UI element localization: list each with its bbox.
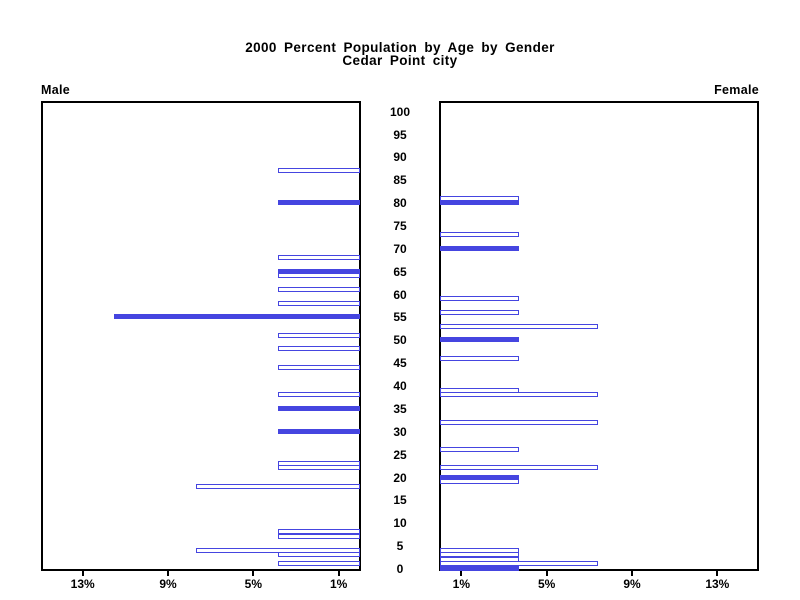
- bar-female-age-4: [440, 547, 519, 553]
- male-axis-tick-label: 1%: [329, 577, 348, 591]
- bar-female-age-1: [440, 561, 599, 567]
- bar-female-age-80: [440, 200, 519, 206]
- bar-male-age-35: [277, 405, 360, 411]
- bar-male-age-68: [277, 255, 360, 261]
- age-axis-label-85: 85: [393, 173, 407, 188]
- bar-male-age-4: [195, 547, 360, 553]
- bar-male-age-87: [277, 168, 360, 174]
- bar-male-age-38: [277, 392, 360, 398]
- bar-male-age-30: [277, 428, 360, 434]
- bar-female-age-70: [440, 245, 519, 251]
- age-axis-label-10: 10: [393, 516, 407, 531]
- age-axis-label-20: 20: [393, 470, 407, 485]
- age-axis-label-90: 90: [393, 150, 407, 165]
- age-axis-label-0: 0: [396, 562, 404, 576]
- female-axis-tick-label: 5%: [537, 577, 556, 591]
- bar-male-age-8: [277, 529, 360, 535]
- bar-female-age-39: [440, 387, 519, 393]
- bar-male-age-7: [277, 533, 360, 539]
- bar-female-age-59: [440, 296, 519, 302]
- bar-female-age-19: [440, 479, 519, 485]
- bar-male-age-23: [277, 460, 360, 466]
- male-axis-tick-label: 9%: [159, 577, 177, 591]
- bar-male-age-61: [277, 287, 360, 293]
- female-axis-tick-label: 9%: [623, 577, 641, 591]
- age-axis-label-15: 15: [393, 493, 407, 508]
- female-axis-tick-label: 13%: [705, 577, 730, 591]
- bar-female-age-81: [440, 195, 519, 201]
- age-axis-label-40: 40: [393, 379, 407, 394]
- bar-male-age-65: [277, 268, 360, 274]
- male-axis-tick-label: 5%: [244, 577, 262, 591]
- bar-female-age-0: [440, 566, 519, 571]
- bar-female-age-20: [440, 474, 519, 480]
- bar-female-age-73: [440, 232, 519, 238]
- female-axis-tick-label: 1%: [452, 577, 470, 591]
- female-axis-tick-5: [545, 571, 548, 576]
- bar-male-age-1: [277, 561, 360, 567]
- age-axis-label-5: 5: [396, 539, 404, 554]
- bar-male-age-44: [277, 364, 360, 370]
- age-axis-label-95: 95: [393, 127, 407, 142]
- bar-female-age-38: [440, 392, 599, 398]
- chart-title: 2000 Percent Population by Age by Gender: [245, 40, 555, 55]
- bar-male-age-80: [277, 200, 360, 206]
- female-axis-tick-9: [631, 571, 633, 576]
- age-axis-label-35: 35: [393, 401, 407, 416]
- bar-male-age-18: [195, 483, 360, 489]
- bar-male-age-48: [277, 346, 360, 352]
- bar-female-age-22: [440, 465, 599, 471]
- bar-female-age-53: [440, 323, 599, 329]
- bar-male-age-64: [277, 273, 360, 279]
- bar-female-age-50: [440, 337, 519, 343]
- male-axis-tick-13: [81, 571, 84, 576]
- female-axis-tick-13: [716, 571, 719, 576]
- age-axis-label-50: 50: [393, 333, 407, 348]
- male-axis-tick-label: 13%: [70, 577, 95, 591]
- bar-female-age-2: [440, 556, 519, 562]
- age-axis-label-30: 30: [393, 424, 407, 439]
- male-panel-label: Male: [41, 83, 70, 97]
- female-panel-label: Female: [714, 83, 759, 97]
- age-axis-label-80: 80: [393, 196, 407, 211]
- bar-male-age-58: [277, 300, 360, 306]
- age-axis-label-25: 25: [393, 447, 407, 462]
- bar-female-age-26: [440, 447, 519, 453]
- bar-female-age-46: [440, 355, 519, 361]
- bar-female-age-3: [440, 552, 519, 558]
- age-axis-label-70: 70: [393, 241, 407, 256]
- female-axis-tick-1: [460, 571, 463, 576]
- male-axis-tick-9: [167, 571, 169, 576]
- male-axis-tick-5: [252, 571, 255, 576]
- age-axis-label-75: 75: [393, 219, 407, 234]
- age-axis-label-60: 60: [393, 287, 407, 302]
- age-axis-label-45: 45: [393, 356, 407, 371]
- age-axis-label-55: 55: [393, 310, 407, 325]
- age-axis-label-65: 65: [393, 264, 407, 279]
- bar-male-age-55: [113, 314, 360, 320]
- female-panel: [439, 101, 759, 571]
- bar-female-age-32: [440, 419, 599, 425]
- bar-male-age-22: [277, 465, 360, 471]
- male-axis-tick-1: [337, 571, 340, 576]
- chart-subtitle: Cedar Point city: [342, 53, 458, 68]
- bar-female-age-56: [440, 309, 519, 315]
- bar-male-age-51: [277, 332, 360, 338]
- bar-male-age-3: [277, 552, 360, 558]
- age-axis-label-100: 100: [389, 104, 411, 119]
